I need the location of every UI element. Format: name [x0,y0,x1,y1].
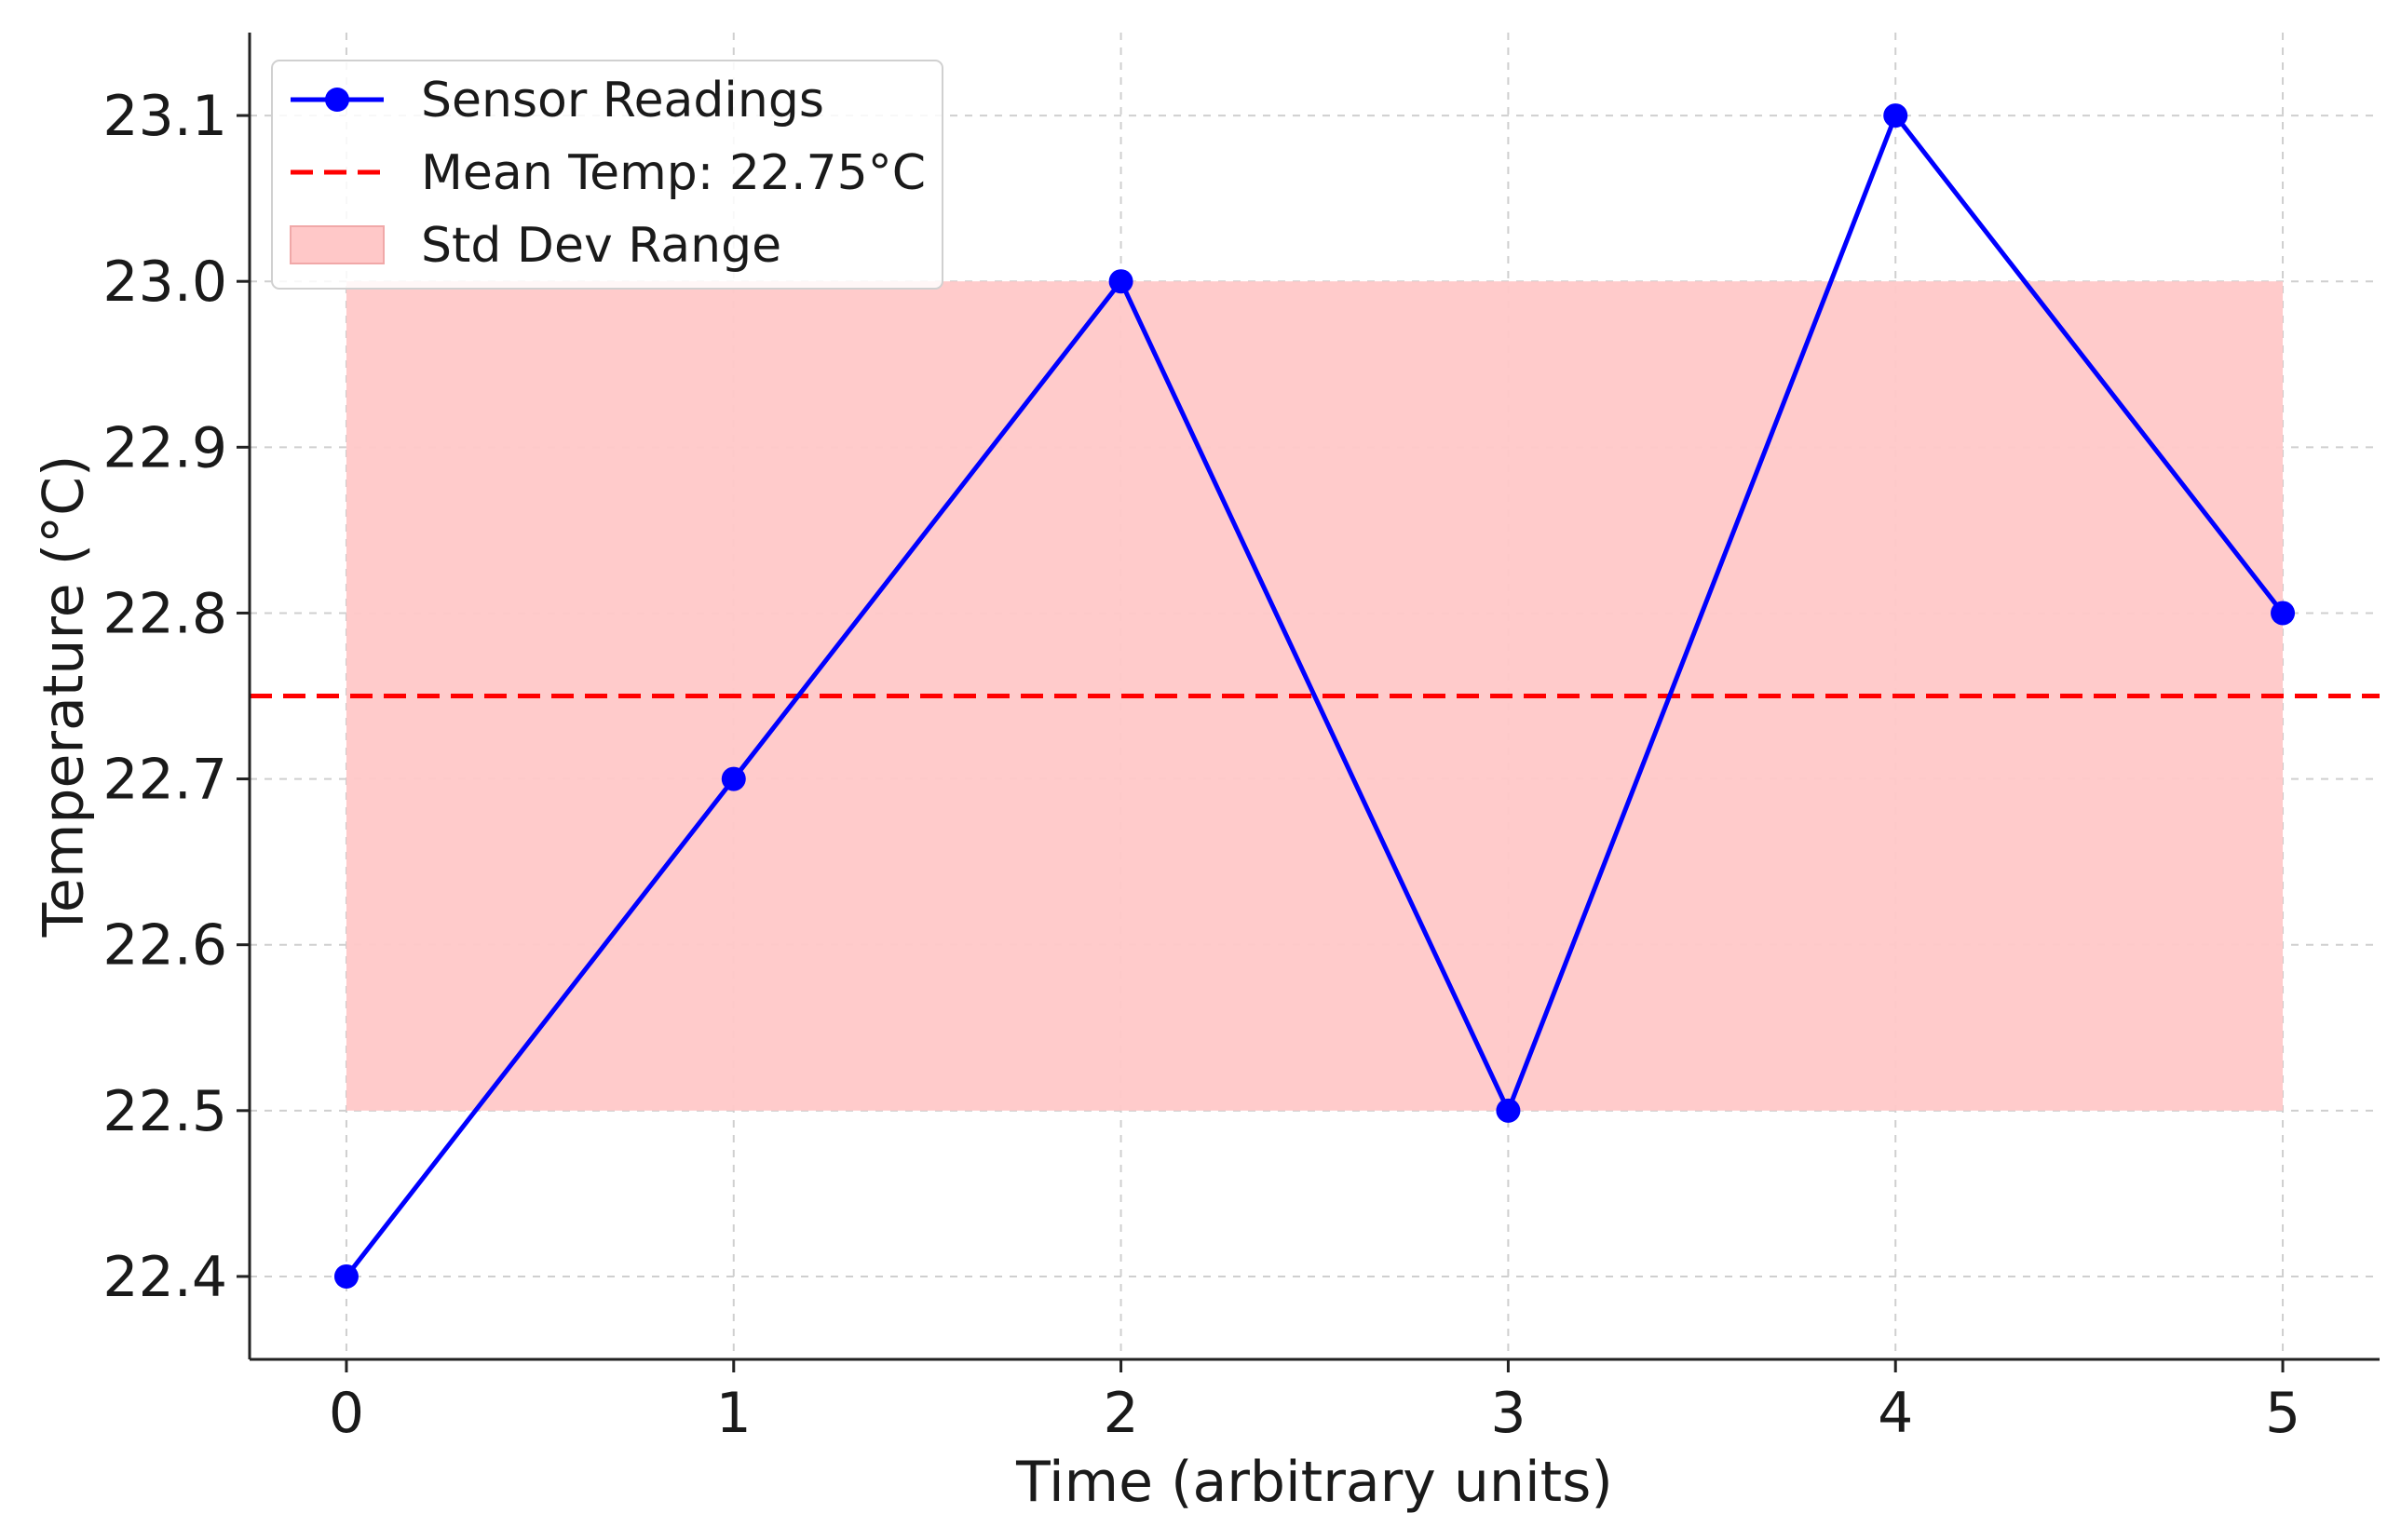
legend-band-swatch [290,225,385,264]
x-tick-label: 5 [2265,1381,2300,1446]
x-tick-label: 0 [329,1381,364,1446]
data-point [721,766,746,791]
x-tick-label: 2 [1103,1381,1138,1446]
data-point [1496,1098,1521,1123]
y-tick-label: 22.9 [102,415,227,480]
y-tick-label: 22.4 [102,1245,227,1310]
legend: Sensor Readings Mean Temp: 22.75°C Std D… [271,60,943,290]
x-tick-label: 1 [716,1381,752,1446]
legend-series-label: Sensor Readings [421,73,824,128]
legend-mean-label: Mean Temp: 22.75°C [421,145,926,201]
y-axis-title: Temperature (°C) [32,455,97,939]
y-tick-label: 22.8 [102,581,227,646]
x-tick-label: 4 [1878,1381,1913,1446]
y-tick-label: 22.6 [102,913,227,979]
data-point [333,1263,359,1289]
legend-series-marker [325,88,349,112]
data-point [1883,103,1908,128]
data-point [1108,269,1133,294]
y-tick-label: 23.1 [102,84,227,149]
series-layer [333,103,2296,1289]
tick-labels: 0 1 2 3 4 5 22.4 22.5 22.6 22.7 22.8 22.9 23.0 23.1 [102,84,2300,1446]
legend-box [271,60,943,290]
x-axis-title: Time (arbitrary units) [1015,1450,1613,1515]
x-tick-label: 3 [1490,1381,1526,1446]
axes [237,33,2380,1372]
legend-band-label: Std Dev Range [421,218,781,274]
series-line [344,113,2286,1278]
y-tick-label: 23.0 [102,250,227,315]
data-point [2271,601,2296,626]
y-tick-label: 22.5 [102,1079,227,1144]
y-tick-label: 22.7 [102,748,227,813]
axis-titles: Time (arbitrary units) Temperature (°C) [32,455,1613,1515]
